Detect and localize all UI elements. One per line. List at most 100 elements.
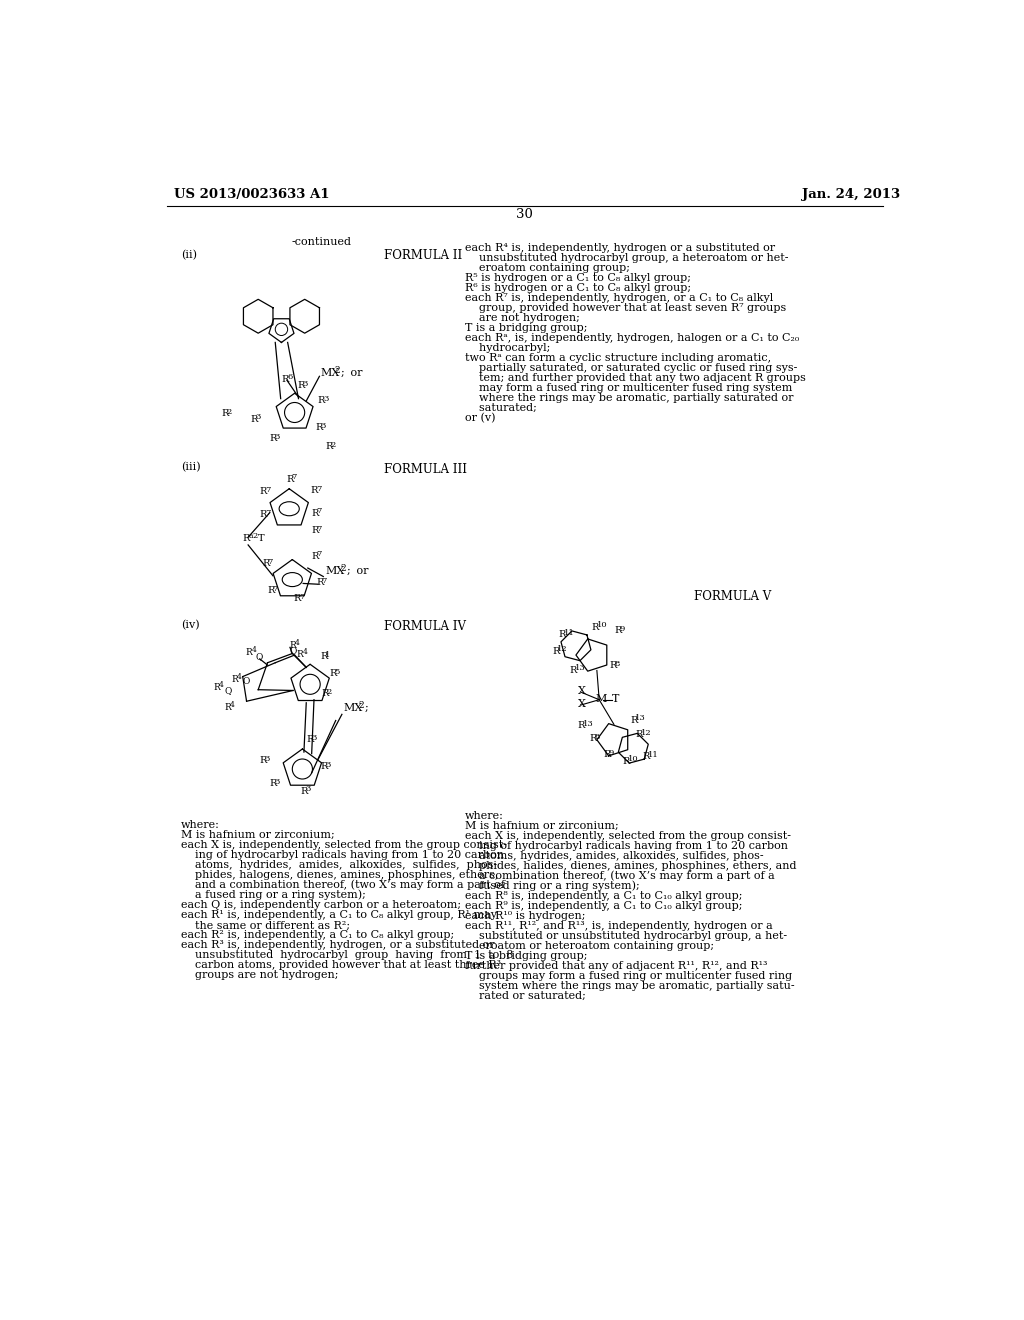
- Text: group, provided however that at least seven R⁷ groups: group, provided however that at least se…: [465, 302, 786, 313]
- Text: ;: ;: [365, 704, 368, 713]
- Text: ing of hydrocarbyl radicals having from 1 to 20 carbon: ing of hydrocarbyl radicals having from …: [180, 850, 504, 861]
- Text: R: R: [306, 735, 313, 744]
- Text: each R¹⁰ is hydrogen;: each R¹⁰ is hydrogen;: [465, 911, 586, 921]
- Text: R: R: [221, 409, 228, 418]
- Text: R: R: [316, 578, 324, 587]
- Text: R: R: [251, 414, 258, 424]
- Text: each R² is, independently, a C₁ to C₈ alkyl group;: each R² is, independently, a C₁ to C₈ al…: [180, 931, 454, 940]
- Text: M: M: [595, 694, 606, 704]
- Text: T: T: [612, 694, 620, 704]
- Text: 4: 4: [295, 639, 299, 647]
- Text: R: R: [243, 535, 250, 543]
- Text: 3: 3: [255, 413, 261, 421]
- Text: atoms,  hydrides,  amides,  alkoxides,  sulfides,  phos-: atoms, hydrides, amides, alkoxides, sulf…: [180, 861, 497, 870]
- Text: phides, halides, dienes, amines, phosphines, ethers, and: phides, halides, dienes, amines, phosphi…: [465, 861, 797, 871]
- Text: are not hydrogen;: are not hydrogen;: [465, 313, 580, 323]
- Text: R: R: [609, 661, 616, 671]
- Text: each X is, independently, selected from the group consist-: each X is, independently, selected from …: [180, 841, 507, 850]
- Text: R: R: [297, 381, 304, 389]
- Text: ing of hydrocarbyl radicals having from 1 to 20 carbon: ing of hydrocarbyl radicals having from …: [465, 841, 788, 851]
- Text: 10: 10: [597, 622, 607, 630]
- Text: MX: MX: [326, 566, 345, 577]
- Text: 3: 3: [321, 422, 326, 430]
- Text: R: R: [260, 487, 267, 496]
- Text: unsubstituted  hydrocarbyl  group  having  from  1  to  8: unsubstituted hydrocarbyl group having f…: [180, 950, 513, 961]
- Text: 7: 7: [316, 525, 323, 533]
- Text: R: R: [225, 702, 231, 711]
- Text: where:: where:: [180, 820, 219, 830]
- Text: R: R: [270, 779, 278, 788]
- Text: two Rᵃ can form a cyclic structure including aromatic,: two Rᵃ can form a cyclic structure inclu…: [465, 352, 771, 363]
- Text: ;: ;: [346, 566, 350, 577]
- Text: 7: 7: [316, 484, 322, 494]
- Text: 10: 10: [628, 755, 638, 763]
- Text: FORMULA IV: FORMULA IV: [384, 620, 466, 634]
- Text: R: R: [636, 730, 643, 739]
- Text: Q: Q: [225, 686, 232, 694]
- Text: each R⁷ is, independently, hydrogen, or a C₁ to C₈ alkyl: each R⁷ is, independently, hydrogen, or …: [465, 293, 773, 302]
- Text: partially saturated, or saturated cyclic or fused ring sys-: partially saturated, or saturated cyclic…: [465, 363, 798, 374]
- Text: R: R: [311, 552, 319, 561]
- Text: M is hafnium or zirconium;: M is hafnium or zirconium;: [180, 830, 335, 841]
- Text: R: R: [322, 689, 329, 698]
- Text: 9: 9: [608, 750, 613, 758]
- Text: where the rings may be aromatic, partially saturated or: where the rings may be aromatic, partial…: [465, 393, 794, 403]
- Text: R: R: [246, 648, 253, 657]
- Text: unsubstituted hydrocarbyl group, a heteroatom or het-: unsubstituted hydrocarbyl group, a heter…: [465, 253, 788, 263]
- Text: R: R: [321, 652, 328, 661]
- Text: 4: 4: [237, 673, 242, 681]
- Text: or: or: [352, 566, 369, 577]
- Text: R⁵ is hydrogen or a C₁ to C₈ alkyl group;: R⁵ is hydrogen or a C₁ to C₈ alkyl group…: [465, 273, 691, 282]
- Text: R: R: [269, 434, 276, 444]
- Text: -continued: -continued: [292, 236, 352, 247]
- Text: MX: MX: [343, 704, 362, 713]
- Text: eroatom containing group;: eroatom containing group;: [465, 263, 630, 273]
- Text: tem; and further provided that any two adjacent R groups: tem; and further provided that any two a…: [465, 374, 806, 383]
- Text: atoms, hydrides, amides, alkoxides, sulfides, phos-: atoms, hydrides, amides, alkoxides, sulf…: [465, 851, 764, 861]
- Text: R: R: [262, 560, 269, 569]
- Text: groups are not hydrogen;: groups are not hydrogen;: [180, 970, 338, 981]
- Text: R: R: [552, 647, 559, 656]
- Text: Q: Q: [256, 652, 263, 661]
- Text: 3: 3: [305, 785, 310, 793]
- Text: R: R: [590, 734, 597, 743]
- Text: phides, halogens, dienes, amines, phosphines, ethers,: phides, halogens, dienes, amines, phosph…: [180, 870, 498, 880]
- Text: 3: 3: [323, 395, 329, 403]
- Text: eroatom or heteroatom containing group;: eroatom or heteroatom containing group;: [465, 941, 715, 952]
- Text: R: R: [330, 669, 337, 678]
- Text: hydrocarbyl;: hydrocarbyl;: [465, 343, 551, 352]
- Text: FORMULA III: FORMULA III: [384, 462, 467, 475]
- Text: R: R: [603, 751, 610, 759]
- Text: R: R: [289, 642, 296, 651]
- Text: 2: 2: [252, 532, 257, 540]
- Text: (iii): (iii): [180, 462, 201, 473]
- Text: 8: 8: [595, 733, 600, 741]
- Text: groups may form a fused ring or multicenter fused ring: groups may form a fused ring or multicen…: [465, 972, 793, 981]
- Text: 4: 4: [303, 648, 308, 656]
- Text: R: R: [260, 511, 267, 519]
- Text: T is a bridging group;: T is a bridging group;: [465, 952, 588, 961]
- Text: further provided that any of adjacent R¹¹, R¹², and R¹³: further provided that any of adjacent R¹…: [465, 961, 768, 972]
- Text: R: R: [326, 442, 333, 451]
- Text: 2: 2: [331, 441, 336, 449]
- Text: 3: 3: [311, 734, 316, 742]
- Text: R: R: [569, 665, 578, 675]
- Text: X: X: [578, 685, 586, 696]
- Text: (iv): (iv): [180, 620, 200, 630]
- Text: carbon atoms, provided however that at least three R³: carbon atoms, provided however that at l…: [180, 961, 501, 970]
- Text: 7: 7: [322, 577, 327, 585]
- Text: R: R: [578, 721, 585, 730]
- Text: O: O: [243, 677, 250, 686]
- Text: each R¹ is, independently, a C₁ to C₈ alkyl group, R¹ may: each R¹ is, independently, a C₁ to C₈ al…: [180, 911, 497, 920]
- Text: R: R: [630, 715, 638, 725]
- Text: 7: 7: [272, 585, 278, 593]
- Text: 13: 13: [574, 664, 586, 672]
- Text: 3: 3: [265, 755, 270, 763]
- Text: rated or saturated;: rated or saturated;: [465, 991, 586, 1002]
- Text: X: X: [578, 698, 586, 709]
- Text: R: R: [311, 486, 318, 495]
- Text: 3: 3: [302, 380, 307, 388]
- Text: 30: 30: [516, 209, 534, 222]
- Text: R: R: [260, 756, 267, 764]
- Text: each Q is, independently carbon or a heteroatom;: each Q is, independently carbon or a het…: [180, 900, 461, 911]
